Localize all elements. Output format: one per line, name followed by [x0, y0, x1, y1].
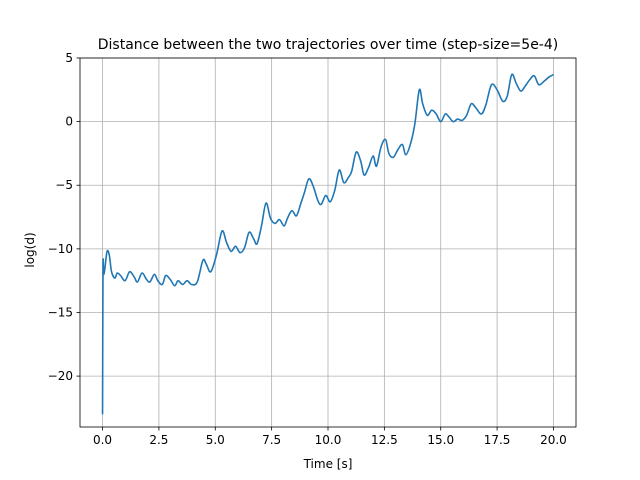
y-tick-label: −10	[48, 242, 73, 256]
x-tick-label: 0.0	[93, 433, 112, 447]
x-tick-label: 20.0	[540, 433, 567, 447]
y-axis-title: log(d)	[23, 232, 37, 267]
x-tick-label: 2.5	[149, 433, 168, 447]
x-tick-label: 12.5	[371, 433, 398, 447]
series-line	[101, 73, 554, 415]
y-tick-label: −20	[48, 369, 73, 383]
x-tick-label: 17.5	[484, 433, 511, 447]
x-axis-title: Time [s]	[303, 457, 353, 471]
y-tick-label: −15	[48, 305, 73, 319]
x-tick-label: 5.0	[206, 433, 225, 447]
grid-lines	[80, 57, 576, 427]
y-tick-label: −5	[55, 178, 73, 192]
y-tick-label: 5	[65, 51, 73, 65]
x-tick-label: 15.0	[427, 433, 454, 447]
x-tick-label: 7.5	[262, 433, 281, 447]
y-tick-label: 0	[65, 115, 73, 129]
chart-title: Distance between the two trajectories ov…	[98, 37, 558, 53]
y-axis-ticks: 5 0 −5 −10 −15 −20	[48, 51, 80, 383]
x-tick-label: 10.0	[315, 433, 342, 447]
series-layer	[101, 73, 554, 415]
x-axis-ticks: 0.0 2.5 5.0 7.5 10.0 12.5 15.0 17.5 20.0	[93, 427, 567, 447]
